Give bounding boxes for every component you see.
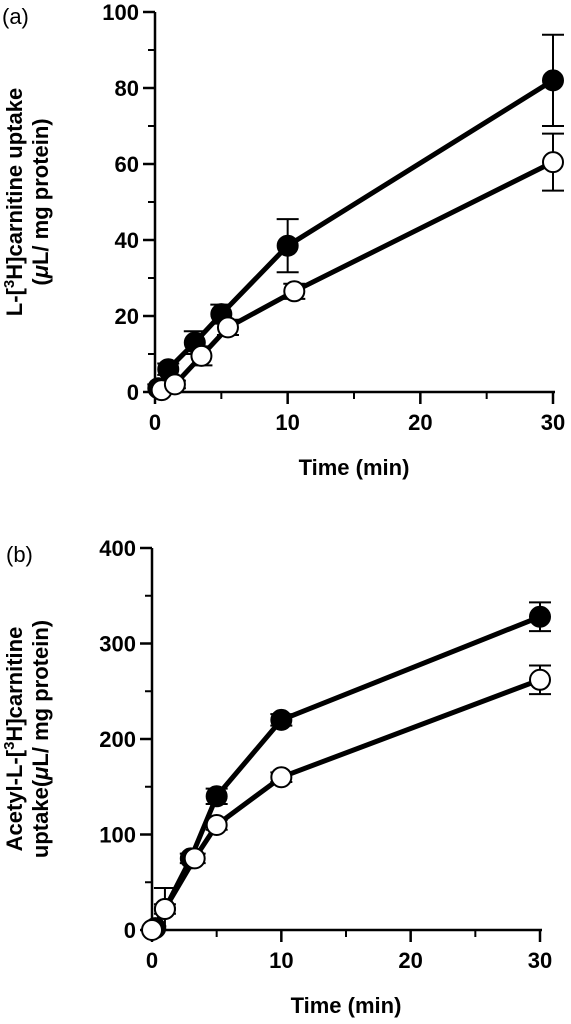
open-circle-point <box>205 813 228 836</box>
open-circle-point <box>141 919 163 941</box>
x-tick-label: 20 <box>408 410 432 435</box>
y-tick-label: 100 <box>99 823 136 848</box>
x-tick-label: 30 <box>528 948 552 973</box>
y-axis-title-superscript: 3 <box>1 742 18 750</box>
filled-circle-point <box>542 69 564 92</box>
x-tick-label: 30 <box>541 410 565 435</box>
x-tick-label: 10 <box>275 410 299 435</box>
y-tick-label: 80 <box>115 76 139 101</box>
y-axis-title-line1: Acetyl-L-[3H]carnitine <box>1 627 28 852</box>
open-circle-point <box>216 316 239 339</box>
panel-label: (a) <box>2 4 29 29</box>
y-axis-title-line2: uptake(μL/ mg protein) <box>28 620 53 858</box>
y-axis-title-part: L/ mg protein) <box>28 118 53 265</box>
open-circle-point <box>183 847 206 870</box>
y-tick-label: 60 <box>115 152 139 177</box>
filled-circle-point <box>276 234 299 257</box>
chart-panel-1: (b) 0 100 200 300 400 0 10 20 30 Time (min) Acetyl-… <box>1 536 553 1018</box>
series-open <box>141 664 551 941</box>
x-tick-label: 20 <box>398 948 422 973</box>
open-circle-point <box>153 897 176 920</box>
y-axis-title-part: ( <box>28 278 53 286</box>
chart-panel-0: (a) 0 20 40 60 80 100 0 10 20 30 Time (min) L-[3H]ca… <box>1 0 566 480</box>
y-axis-title-part: H]carnitine <box>2 627 27 742</box>
y-axis-title-part: Acetyl-L-[ <box>2 749 27 851</box>
series-line <box>153 614 541 930</box>
y-axis-title-part: L-[ <box>2 287 27 316</box>
series-open <box>150 132 564 402</box>
open-circle-point <box>163 373 186 396</box>
panel-label: (b) <box>6 542 33 567</box>
open-circle-point <box>190 344 213 367</box>
y-tick-label: 20 <box>115 304 139 329</box>
filled-circle-point <box>529 605 551 628</box>
x-axis-title: Time (min) <box>299 455 410 480</box>
y-tick-label: 200 <box>99 727 136 752</box>
y-tick-label: 300 <box>99 632 136 657</box>
y-axis-title-superscript: 3 <box>1 280 18 288</box>
y-axis-title-part: H]carnitine uptake <box>2 88 27 280</box>
y-axis-title-mu: μ <box>28 265 53 279</box>
open-circle-point <box>270 766 293 789</box>
y-tick-label: 0 <box>124 918 136 943</box>
series-filled <box>144 601 551 940</box>
open-circle-point <box>529 668 551 691</box>
open-circle-point <box>542 151 564 174</box>
x-tick-label: 0 <box>149 410 161 435</box>
open-circle-point <box>283 280 306 303</box>
x-tick-label: 10 <box>269 948 293 973</box>
x-axis-title: Time (min) <box>291 993 402 1018</box>
y-axis-title-part: uptake( <box>28 779 53 858</box>
y-tick-label: 400 <box>99 536 136 561</box>
y-tick-label: 0 <box>127 380 139 405</box>
filled-circle-point <box>270 708 293 731</box>
y-tick-label: 40 <box>115 228 139 253</box>
y-axis-title-line1: L-[3H]carnitine uptake <box>1 88 28 316</box>
x-tick-label: 0 <box>146 948 158 973</box>
y-axis-title-mu: μ <box>28 767 53 781</box>
y-axis-title-line2: (μL/ mg protein) <box>28 118 53 285</box>
y-axis-title-part: L/ mg protein) <box>28 620 53 767</box>
filled-circle-point <box>205 785 228 808</box>
series-line <box>160 159 555 393</box>
y-tick-label: 100 <box>102 0 139 25</box>
